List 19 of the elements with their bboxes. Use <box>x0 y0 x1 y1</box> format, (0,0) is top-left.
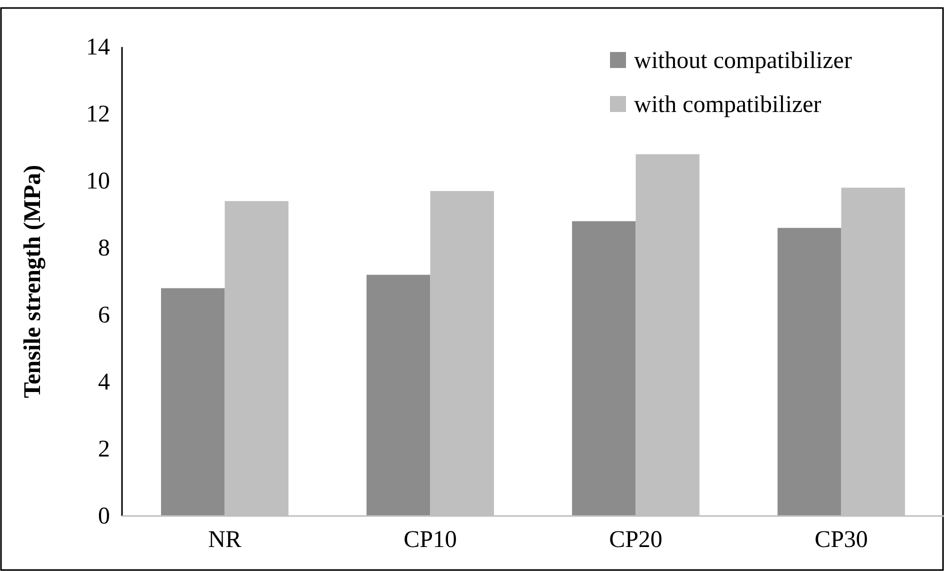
x-tick-label: CP10 <box>404 527 457 554</box>
bar <box>778 228 842 516</box>
y-tick-label: 0 <box>98 504 110 530</box>
y-tick-label: 14 <box>86 34 110 61</box>
y-tick-label: 2 <box>98 436 110 463</box>
bar <box>366 274 430 516</box>
legend-label: without compatibilizer <box>634 48 852 74</box>
bar <box>572 221 636 516</box>
y-tick-label: 4 <box>98 370 110 396</box>
bar <box>161 288 225 516</box>
x-tick-label: NR <box>208 527 242 554</box>
x-tick-label: CP30 <box>814 527 868 554</box>
y-tick-label: 6 <box>98 302 110 329</box>
x-tick-label: CP20 <box>609 527 662 554</box>
y-tick-label: 10 <box>86 168 110 195</box>
y-tick-label: 8 <box>98 236 110 262</box>
y-tick-label: 12 <box>86 102 110 128</box>
legend-label: with compatibilizer <box>634 92 822 118</box>
y-axis-title: Tensile strength (MPa) <box>20 164 46 398</box>
